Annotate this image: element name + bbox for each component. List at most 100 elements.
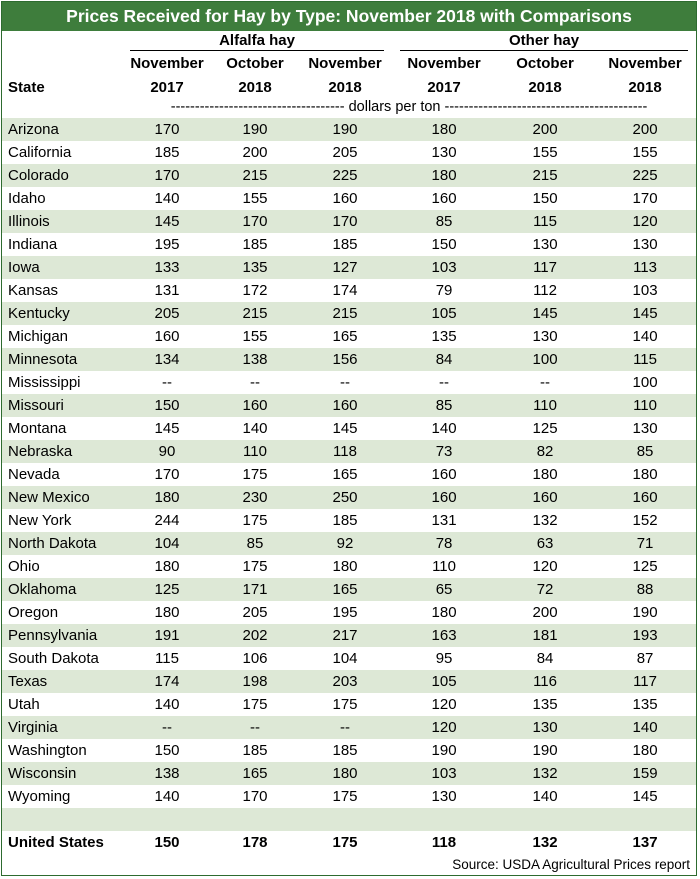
price-cell: 63 <box>496 532 595 555</box>
price-cell: 200 <box>496 601 595 624</box>
price-cell: 140 <box>212 417 298 440</box>
price-cell: 165 <box>298 325 393 348</box>
column-header-row-2: State 2017 2018 2018 2017 2018 2018 <box>2 74 697 96</box>
state-name: Michigan <box>2 325 122 348</box>
price-cell: 200 <box>212 141 298 164</box>
state-name: Wisconsin <box>2 762 122 785</box>
price-cell: -- <box>212 716 298 739</box>
price-cell: 140 <box>392 417 497 440</box>
table-row: Virginia -- -- -- 120 130 140 <box>2 716 697 739</box>
price-cell: 185 <box>298 509 393 532</box>
price-cell: 116 <box>496 670 595 693</box>
price-cell: 175 <box>212 509 298 532</box>
price-cell: 138 <box>122 762 212 785</box>
price-cell: 78 <box>392 532 497 555</box>
price-cell: 180 <box>392 601 497 624</box>
price-cell: 145 <box>496 302 595 325</box>
price-cell: 160 <box>392 463 497 486</box>
table-row: Mississippi -- -- -- -- -- 100 <box>2 371 697 394</box>
price-cell: 103 <box>392 256 497 279</box>
units-label: ------------------------------------ dol… <box>122 96 697 118</box>
price-cell: 185 <box>298 233 393 256</box>
price-cell: 150 <box>392 233 497 256</box>
price-cell: 145 <box>298 417 393 440</box>
state-name: Utah <box>2 693 122 716</box>
price-cell: 160 <box>122 325 212 348</box>
price-cell: 175 <box>298 831 393 854</box>
price-cell: -- <box>122 716 212 739</box>
state-name: Texas <box>2 670 122 693</box>
price-cell: -- <box>212 371 298 394</box>
price-cell: 150 <box>122 394 212 417</box>
source-row: Source: USDA Agricultural Prices report <box>2 854 697 874</box>
price-cell: 170 <box>122 118 212 141</box>
state-name: Ohio <box>2 555 122 578</box>
state-name: Idaho <box>2 187 122 210</box>
price-cell: 174 <box>298 279 393 302</box>
price-cell: 160 <box>392 486 497 509</box>
price-cell: 72 <box>496 578 595 601</box>
price-cell: 110 <box>212 440 298 463</box>
price-cell: 95 <box>392 647 497 670</box>
price-cell: 175 <box>212 463 298 486</box>
price-cell: 190 <box>594 601 697 624</box>
price-cell: 118 <box>298 440 393 463</box>
price-cell: 155 <box>212 187 298 210</box>
header-spacer <box>2 31 122 52</box>
price-cell: 180 <box>298 555 393 578</box>
price-cell: 185 <box>298 739 393 762</box>
price-cell: -- <box>392 371 497 394</box>
state-name: Colorado <box>2 164 122 187</box>
price-cell: 180 <box>594 739 697 762</box>
state-name: United States <box>2 831 122 854</box>
table-row: North Dakota 104 85 92 78 63 71 <box>2 532 697 555</box>
col-header-line1: October <box>212 52 298 74</box>
spacer-cell <box>2 808 697 831</box>
table-row: Wyoming 140 170 175 130 140 145 <box>2 785 697 808</box>
table-title: Prices Received for Hay by Type: Novembe… <box>2 2 696 31</box>
state-name: Indiana <box>2 233 122 256</box>
group-header-other: Other hay <box>392 31 697 52</box>
price-cell: 191 <box>122 624 212 647</box>
price-cell: 140 <box>594 325 697 348</box>
price-cell: 132 <box>496 762 595 785</box>
state-name: Illinois <box>2 210 122 233</box>
table-row: Kansas 131 172 174 79 112 103 <box>2 279 697 302</box>
price-cell: 73 <box>392 440 497 463</box>
price-cell: 190 <box>212 118 298 141</box>
price-cell: 180 <box>496 463 595 486</box>
table-row: Minnesota 134 138 156 84 100 115 <box>2 348 697 371</box>
price-cell: 84 <box>392 348 497 371</box>
price-cell: 79 <box>392 279 497 302</box>
table-row: South Dakota 115 106 104 95 84 87 <box>2 647 697 670</box>
table-row: Colorado 170 215 225 180 215 225 <box>2 164 697 187</box>
price-cell: 170 <box>594 187 697 210</box>
price-cell: 165 <box>212 762 298 785</box>
price-cell: 171 <box>212 578 298 601</box>
price-cell: 145 <box>594 785 697 808</box>
state-name: Kansas <box>2 279 122 302</box>
price-cell: 190 <box>496 739 595 762</box>
price-cell: 163 <box>392 624 497 647</box>
price-cell: 104 <box>298 647 393 670</box>
price-cell: 180 <box>594 463 697 486</box>
price-cell: 120 <box>496 555 595 578</box>
state-name: New Mexico <box>2 486 122 509</box>
price-cell: 145 <box>594 302 697 325</box>
table-body: Alfalfa hay Other hay November October N… <box>2 31 697 874</box>
col-header-line2: 2018 <box>496 74 595 96</box>
price-cell: 160 <box>594 486 697 509</box>
price-cell: 180 <box>298 762 393 785</box>
price-cell: 175 <box>212 693 298 716</box>
col-header-line1: November <box>298 52 393 74</box>
price-cell: 150 <box>122 831 212 854</box>
price-cell: 155 <box>496 141 595 164</box>
col-header-line1: November <box>122 52 212 74</box>
price-cell: 115 <box>496 210 595 233</box>
state-name: Pennsylvania <box>2 624 122 647</box>
price-cell: 140 <box>122 693 212 716</box>
price-cell: 185 <box>212 739 298 762</box>
price-cell: 180 <box>122 486 212 509</box>
table-row: Montana 145 140 145 140 125 130 <box>2 417 697 440</box>
col-header-line2: 2018 <box>298 74 393 96</box>
